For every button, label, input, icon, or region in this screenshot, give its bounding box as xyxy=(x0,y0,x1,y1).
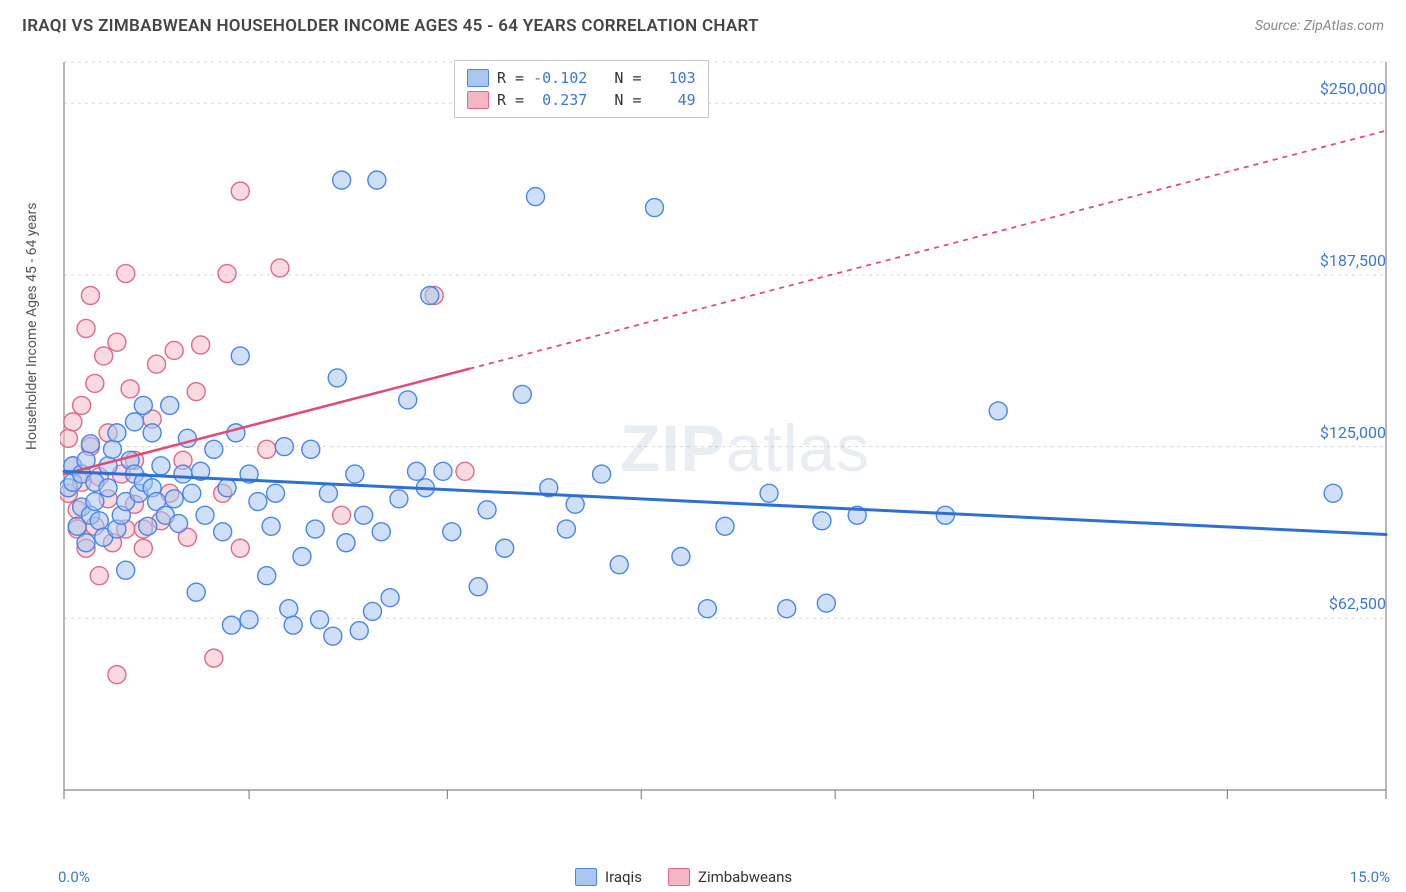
x-axis-min-label: 0.0% xyxy=(58,868,90,886)
legend-label-iraqis: Iraqis xyxy=(605,868,642,886)
y-tick-label: $187,500 xyxy=(1320,251,1386,270)
y-tick-label: $250,000 xyxy=(1320,79,1386,98)
swatch-zimb-icon xyxy=(668,868,690,886)
swatch-iraqi-icon xyxy=(575,868,597,886)
y-axis-label: Householder Income Ages 45 - 64 years xyxy=(24,203,40,450)
legend-label-zimb: Zimbabweans xyxy=(698,868,792,886)
legend-item-iraqis: Iraqis xyxy=(575,868,642,886)
swatch-zimb xyxy=(467,91,489,109)
y-tick-label: $125,000 xyxy=(1320,423,1386,442)
legend-row-zimb: R = 0.237 N = 49 xyxy=(467,89,696,111)
swatch-iraqi xyxy=(467,69,489,87)
source-label: Source: ZipAtlas.com xyxy=(1255,18,1384,34)
chart-plot-area xyxy=(60,58,1390,818)
chart-title: IRAQI VS ZIMBABWEAN HOUSEHOLDER INCOME A… xyxy=(22,16,759,36)
legend-row-iraqi: R = -0.102 N = 103 xyxy=(467,67,696,89)
y-tick-label: $62,500 xyxy=(1329,594,1386,613)
correlation-legend: R = -0.102 N = 103 R = 0.237 N = 49 xyxy=(454,60,709,118)
series-legend: Iraqis Zimbabweans xyxy=(575,868,792,886)
legend-item-zimb: Zimbabweans xyxy=(668,868,792,886)
scatter-svg xyxy=(60,58,1390,818)
x-axis-max-label: 15.0% xyxy=(1350,868,1390,886)
